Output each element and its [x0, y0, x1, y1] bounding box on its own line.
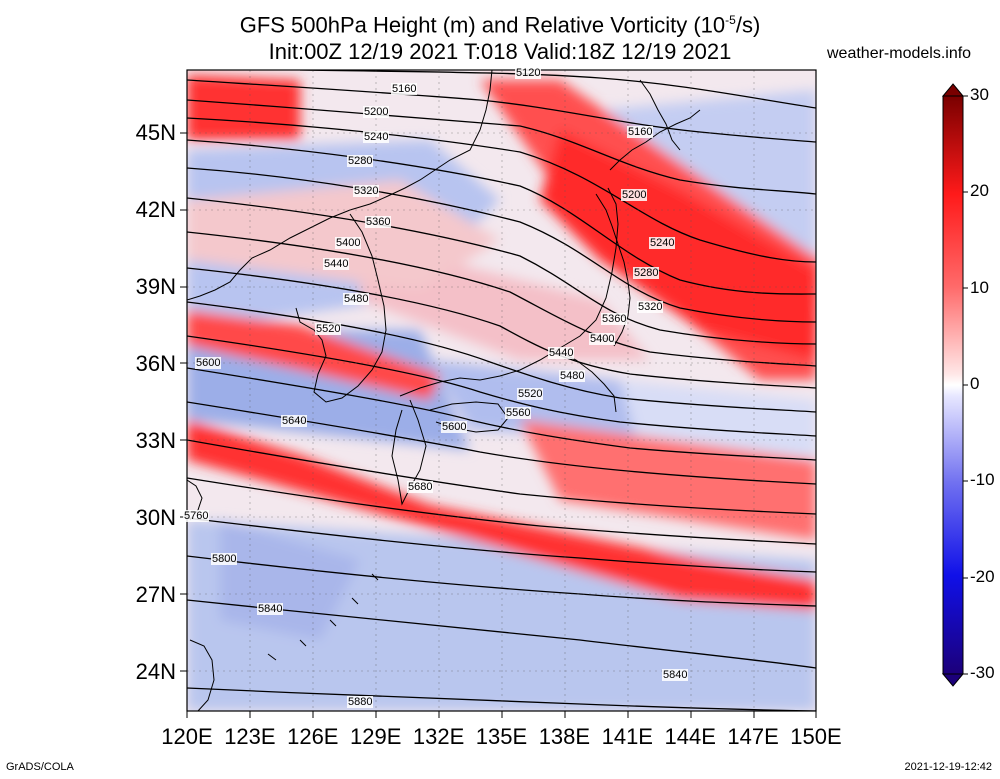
- contour-label: 5600: [441, 421, 468, 433]
- contour-label: 5200: [621, 189, 648, 201]
- contour-label: 5440: [548, 347, 575, 359]
- contour-label: 5280: [347, 155, 374, 167]
- contour-label: 5480: [559, 370, 586, 382]
- lon-tick-label: 123E: [224, 724, 276, 749]
- site-label: weather-models.info: [827, 45, 972, 62]
- lon-tick-label: 135E: [475, 724, 528, 749]
- lon-tick-label: 132E: [412, 724, 465, 749]
- footer-software: GrADS/COLA: [6, 761, 74, 773]
- contour-label: 5560: [505, 407, 532, 419]
- contour-label: 5880: [347, 696, 374, 708]
- colorbar-label: 10: [970, 277, 989, 297]
- colorbar-top-arrow: [941, 83, 965, 97]
- lon-tick-label: 126E: [287, 724, 339, 749]
- lat-tick-label: 39N: [135, 273, 176, 299]
- contour-label: 5400: [335, 237, 362, 249]
- colorbar-label: 20: [970, 181, 989, 201]
- colorbar: [941, 83, 968, 687]
- contour-label: 5840: [662, 669, 689, 681]
- contour-label: 5400: [589, 333, 616, 345]
- colorbar-bottom-arrow: [941, 673, 965, 687]
- lat-tick-label: 24N: [135, 658, 176, 684]
- contour-label: 5280: [633, 267, 660, 279]
- lat-tick-label: 30N: [135, 504, 176, 530]
- lon-tick-label: 138E: [538, 724, 591, 749]
- contour-label: 5120: [515, 67, 542, 79]
- contour-label: 5520: [517, 388, 544, 400]
- contour-label: 5800: [211, 553, 238, 565]
- contour-label: 5240: [363, 131, 390, 143]
- chart-title: GFS 500hPa Height (m) and Relative Vorti…: [239, 12, 761, 38]
- chart-subtitle: Init:00Z 12/19 2021 T:018 Valid:18Z 12/1…: [268, 39, 732, 64]
- colorbar-label: -10: [970, 470, 995, 490]
- lon-tick-label: 141E: [601, 724, 653, 749]
- contour-label: 5160: [627, 126, 654, 138]
- contour-label: 5440: [323, 258, 350, 270]
- colorbar-label: -30: [970, 663, 995, 682]
- lon-tick-label: 144E: [664, 724, 716, 749]
- contour-label: 5320: [637, 301, 664, 313]
- lat-tick-label: 42N: [135, 197, 176, 223]
- colorbar-scale: [942, 95, 964, 675]
- contour-label: 5520: [315, 323, 342, 335]
- colorbar-label: -20: [970, 566, 995, 586]
- lat-tick-label: 36N: [135, 350, 176, 376]
- footer-timestamp: 2021-12-19-12:42: [904, 761, 992, 773]
- lat-tick-label: 45N: [135, 120, 176, 146]
- contour-label: 5360: [601, 313, 628, 325]
- lon-tick-label: 120E: [161, 724, 213, 749]
- contour-label: 5240: [649, 237, 676, 249]
- contour-label: 5680: [407, 481, 434, 493]
- contour-label: 5840: [257, 603, 284, 615]
- lat-tick-label: 27N: [135, 581, 176, 607]
- contour-label: 5200: [363, 106, 390, 118]
- contour-label: 5480: [343, 293, 370, 305]
- lon-tick-label: 129E: [349, 724, 402, 749]
- lat-tick-label: 33N: [135, 427, 176, 453]
- lon-tick-label: 147E: [727, 724, 779, 749]
- gridlines: [187, 70, 816, 711]
- contour-label: 5600: [195, 357, 222, 369]
- contour-label: 5640: [281, 415, 308, 427]
- contour-label: 5760: [183, 510, 210, 522]
- colorbar-label: 30: [970, 85, 989, 104]
- contour-label: 5320: [353, 185, 380, 197]
- contour-label: 5160: [391, 83, 418, 95]
- height-contours: [187, 70, 816, 711]
- contour-label: 5360: [365, 216, 392, 228]
- colorbar-label: 0: [970, 374, 980, 393]
- lon-tick-label: 150E: [790, 724, 842, 749]
